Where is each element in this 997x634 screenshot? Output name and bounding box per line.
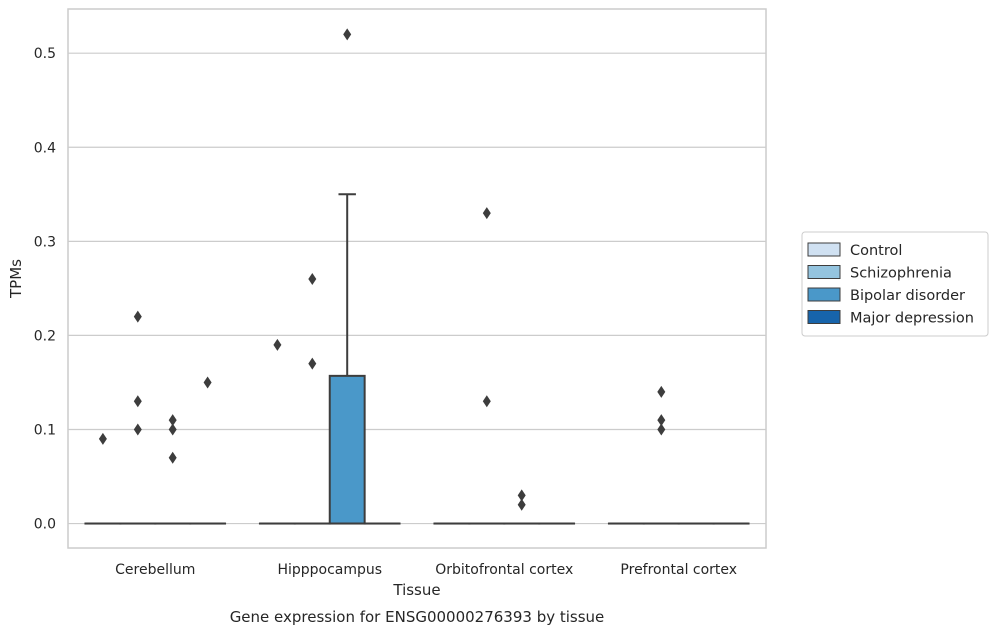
legend-label: Control [850,243,902,259]
outlier-point [133,395,142,408]
x-tick-label: Prefrontal cortex [620,562,737,578]
legend: Control Schizophrenia Bipolar disorder Majo… [801,231,989,337]
boxes [84,193,750,525]
legend-item: Major depression [807,310,974,327]
legend-item: Schizophrenia [807,265,952,282]
outlier-point [133,423,142,436]
outlier-point [482,395,491,408]
outlier-point [168,451,177,464]
x-tick-labels: Cerebellum Hipppocampus Orbitofrontal cort… [115,562,737,578]
legend-label: Major depression [850,311,974,327]
legend-swatch [807,242,841,257]
x-tick-label: Hipppocampus [277,562,382,578]
outlier-point [657,414,666,427]
plot-area [67,8,767,549]
outlier-point [98,432,107,445]
outlier-point [273,338,282,351]
outlier-point [168,414,177,427]
outliers [98,28,666,511]
y-tick-label: 0.1 [34,422,56,438]
legend-item: Bipolar disorder [807,287,965,304]
outlier-point [343,28,352,41]
legend-swatch [807,265,841,279]
y-tick-label: 0.5 [34,46,56,62]
outlier-point [133,310,142,323]
legend-swatch [807,287,841,302]
x-tick-label: Orbitofrontal cortex [435,562,573,578]
outlier-point [308,357,317,370]
box-group [328,193,366,525]
outlier-point [308,272,317,285]
y-tick-labels: 0.0 0.1 0.2 0.3 0.4 0.5 [34,46,56,532]
y-tick-label: 0.3 [34,234,56,250]
outlier-point [657,423,666,436]
y-tick-label: 0.4 [34,140,56,156]
legend-item: Control [807,242,902,259]
y-tick-label: 0.2 [34,328,56,344]
x-tick-label: Cerebellum [115,562,195,578]
outlier-point [168,423,177,436]
outlier-point [517,489,526,502]
y-axis-label: TPMs [7,259,25,299]
y-tick-label: 0.0 [34,517,56,533]
x-axis-label: Tissue [392,581,440,599]
box [328,374,366,525]
legend-swatch [807,310,841,324]
legend-label: Schizophrenia [850,266,952,282]
outlier-point [657,385,666,398]
legend-frame [801,231,989,337]
outlier-point [203,376,212,389]
chart-caption: Gene expression for ENSG00000276393 by t… [230,608,605,626]
outlier-point [517,498,526,511]
outlier-point [482,207,491,220]
legend-label: Bipolar disorder [850,288,965,304]
